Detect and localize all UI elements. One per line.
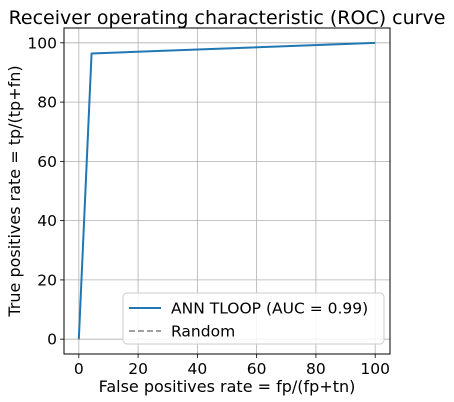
legend: ANN TLOOP (AUC = 0.99) Random (122, 292, 385, 345)
y-tick-label: 60 (37, 153, 57, 171)
x-tick-label: 80 (306, 360, 326, 378)
x-tick-label: 40 (187, 360, 207, 378)
axis-ticks: 0 20 40 60 80 100 0 20 40 60 80 100 (27, 34, 390, 378)
legend-label-0: ANN TLOOP (AUC = 0.99) (171, 300, 368, 318)
legend-label-1: Random (171, 323, 235, 341)
series-lines (77, 41, 376, 340)
grid-lines (64, 28, 390, 354)
y-tick-label: 80 (37, 94, 57, 112)
legend-box (122, 292, 385, 345)
x-axis-label: False positives rate = fp/(fp+tn) (99, 377, 356, 396)
x-tick-label: 0 (74, 360, 84, 378)
y-axis-label: True positives rate = tp/(tp+fn) (5, 65, 24, 317)
x-tick-label: 20 (128, 360, 148, 378)
y-tick-label: 40 (37, 212, 57, 230)
chart-title: Receiver operating characteristic (ROC) … (9, 7, 446, 29)
x-tick-label: 60 (247, 360, 267, 378)
x-tick-label: 100 (360, 360, 390, 378)
y-tick-label: 100 (27, 34, 57, 52)
series-line-0 (77, 41, 376, 340)
plot-frame (63, 27, 391, 355)
y-tick-label: 0 (47, 331, 57, 349)
y-tick-label: 20 (37, 271, 57, 289)
